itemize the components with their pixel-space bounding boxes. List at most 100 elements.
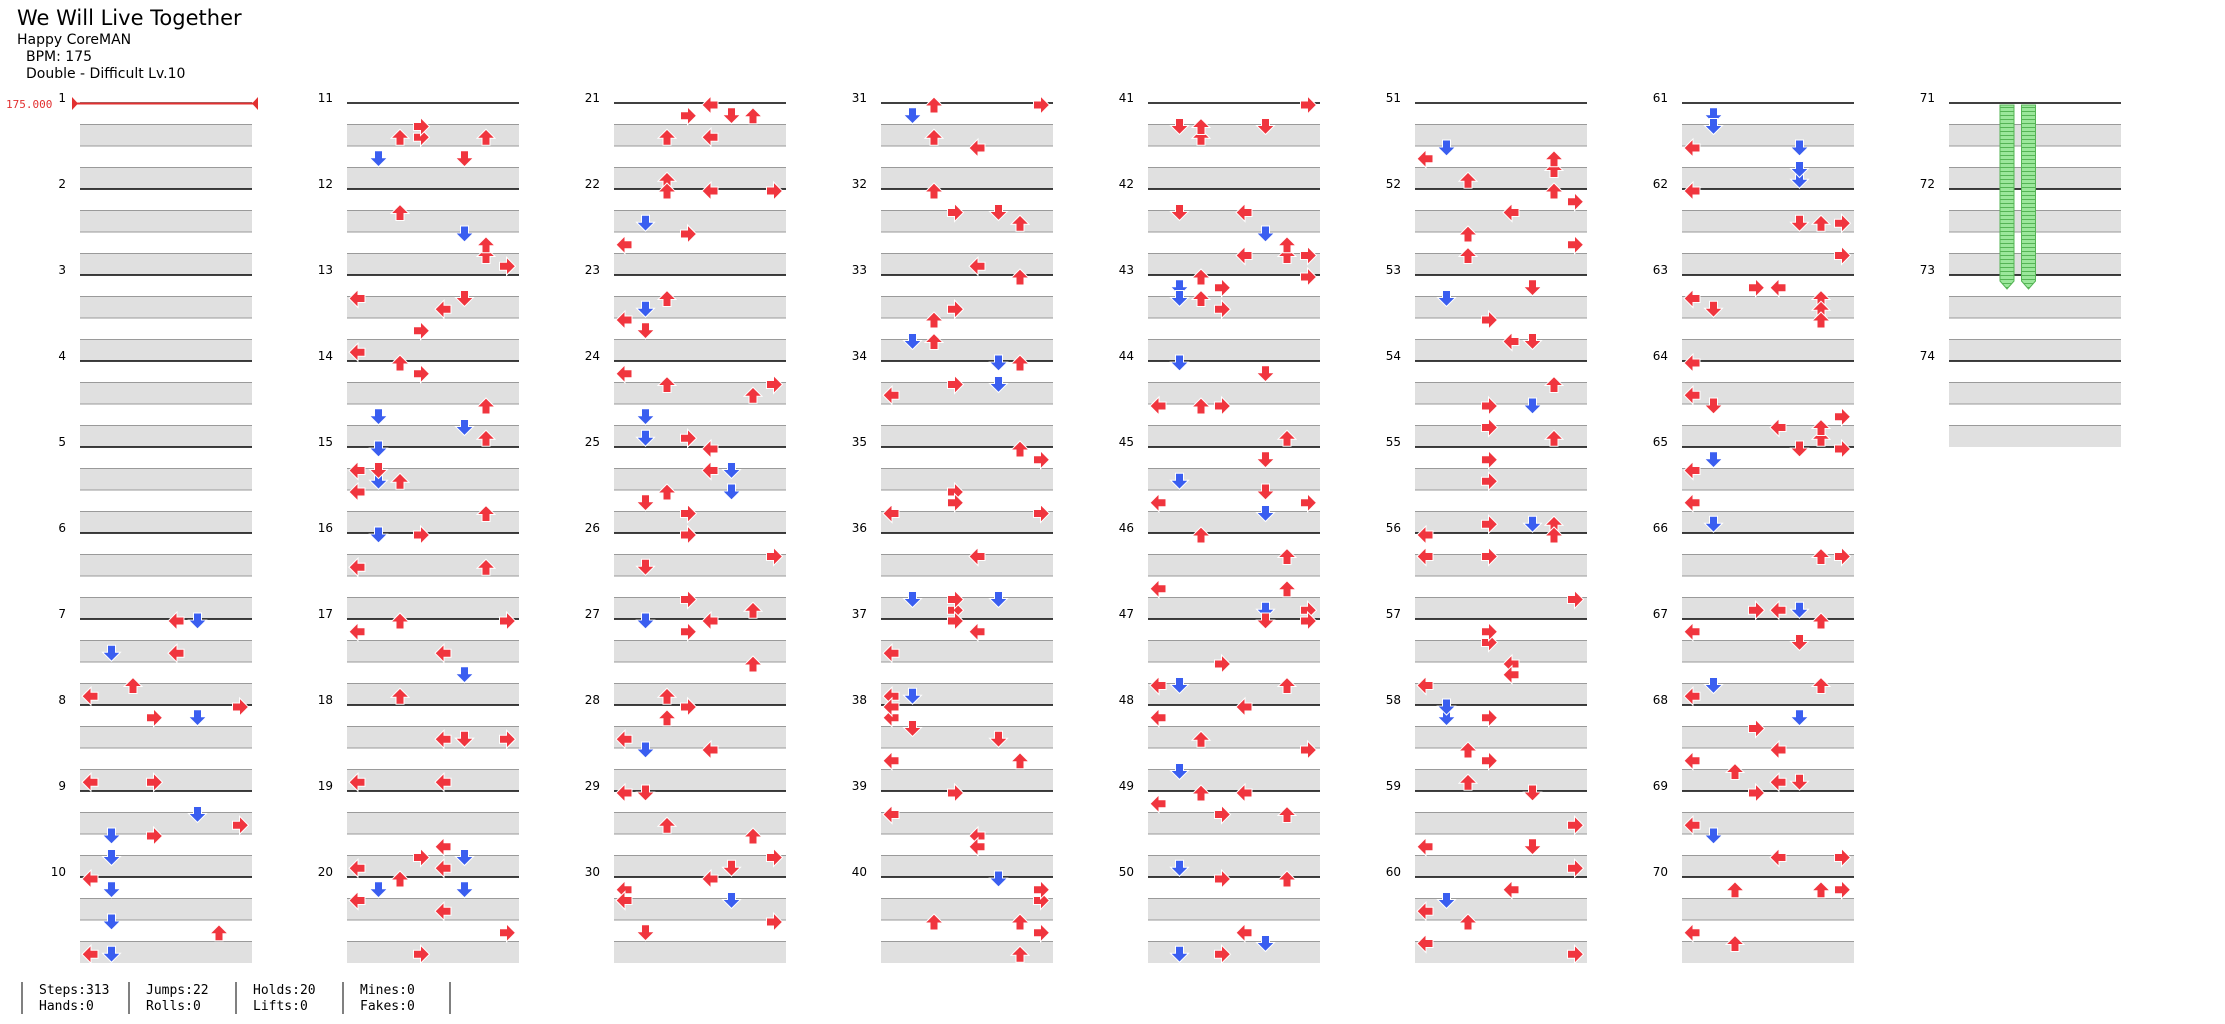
note-arrow xyxy=(101,913,122,931)
note-arrow xyxy=(680,696,698,718)
measure: 21 xyxy=(585,91,786,189)
measure: 20 xyxy=(318,865,519,963)
note-arrow xyxy=(368,462,389,480)
note-arrow xyxy=(615,309,633,331)
measure-number: 18 xyxy=(318,693,333,707)
note-arrow xyxy=(1214,299,1232,320)
note-arrow xyxy=(454,666,475,684)
note-arrow xyxy=(1481,707,1499,728)
note-arrow xyxy=(434,299,452,320)
note-arrow xyxy=(635,784,656,802)
note-arrow xyxy=(1703,677,1724,695)
note-arrow xyxy=(1214,944,1232,965)
note-arrow xyxy=(1748,277,1766,298)
measure: 53 xyxy=(1386,263,1587,361)
note-arrow xyxy=(475,429,497,447)
note-arrow xyxy=(1300,245,1318,266)
measure-number: 47 xyxy=(1119,607,1134,621)
note-arrow xyxy=(1416,546,1434,567)
note-arrow xyxy=(1683,385,1701,406)
note-arrow xyxy=(766,546,784,567)
stat-jumps: Jumps:22 xyxy=(146,983,209,998)
measure-number: 17 xyxy=(318,607,333,621)
measure: 69 xyxy=(1653,779,1854,877)
note-arrow xyxy=(635,924,656,942)
measure: 15 xyxy=(318,435,519,533)
note-arrow xyxy=(1481,309,1499,331)
note-arrow xyxy=(742,601,764,619)
measure: 28 xyxy=(585,693,786,791)
measure: 57 xyxy=(1386,607,1587,705)
measure: 1 xyxy=(58,91,252,189)
measure-number: 60 xyxy=(1386,865,1401,879)
measure: 25 xyxy=(585,435,786,533)
note-arrow xyxy=(656,128,678,146)
hold-note xyxy=(1999,104,2015,290)
note-arrow xyxy=(1789,634,1810,652)
measure: 65 xyxy=(1653,435,1854,533)
note-arrow xyxy=(1683,137,1701,159)
note-arrow xyxy=(1149,492,1167,513)
note-arrow xyxy=(1436,290,1457,308)
measure: 24 xyxy=(585,349,786,447)
note-arrow xyxy=(1276,805,1298,823)
note-arrow xyxy=(454,150,475,168)
measure-number: 33 xyxy=(852,263,867,277)
measure-number: 43 xyxy=(1119,263,1134,277)
note-arrow xyxy=(988,870,1009,888)
note-arrow xyxy=(1255,225,1276,243)
measure-number: 15 xyxy=(318,435,333,449)
note-arrow xyxy=(1724,934,1746,952)
note-arrow xyxy=(947,589,965,610)
note-arrow xyxy=(1834,406,1852,427)
note-arrow xyxy=(635,214,656,232)
stat-lifts: Lifts:0 xyxy=(253,999,308,1014)
note-arrow xyxy=(1703,827,1724,845)
measure: 63 xyxy=(1653,263,1854,361)
note-arrow xyxy=(1810,881,1832,899)
song-artist: Happy CoreMAN xyxy=(17,32,132,48)
note-arrow xyxy=(1481,471,1499,492)
note-arrow xyxy=(615,234,633,255)
note-arrow xyxy=(1457,225,1479,243)
measure: 62 xyxy=(1653,177,1854,275)
note-arrow xyxy=(81,944,99,965)
note-arrow xyxy=(101,849,122,867)
note-arrow xyxy=(348,481,366,503)
hold-note xyxy=(2021,104,2036,290)
measure-number: 56 xyxy=(1386,521,1401,535)
measure: 26 xyxy=(585,521,786,619)
measure-number: 69 xyxy=(1653,779,1668,793)
note-arrow xyxy=(232,696,250,718)
note-arrow xyxy=(454,881,475,899)
bpm-indicator: 175.000 xyxy=(6,97,258,111)
measure-number: 20 xyxy=(318,865,333,879)
note-arrow xyxy=(680,589,698,610)
note-arrow xyxy=(1683,621,1701,642)
note-arrow xyxy=(1502,879,1520,900)
note-arrow xyxy=(923,128,945,146)
note-arrow xyxy=(1683,922,1701,943)
note-arrow xyxy=(635,558,656,576)
note-arrow xyxy=(968,137,986,159)
measure-number: 19 xyxy=(318,779,333,793)
measure-number: 66 xyxy=(1653,521,1668,535)
measure-number: 6 xyxy=(58,521,66,535)
note-arrow xyxy=(1683,352,1701,374)
note-arrow xyxy=(1481,514,1499,535)
note-arrow xyxy=(1683,288,1701,309)
note-arrow xyxy=(1810,676,1832,694)
measure: 4 xyxy=(58,349,252,447)
note-arrow xyxy=(1834,847,1852,868)
note-arrow xyxy=(1567,815,1585,836)
note-arrow xyxy=(499,922,517,943)
note-arrow xyxy=(1810,214,1832,232)
measure-number: 65 xyxy=(1653,435,1668,449)
note-arrow xyxy=(1300,94,1318,116)
note-arrow xyxy=(389,870,411,888)
measure: 18 xyxy=(318,693,519,791)
note-arrow xyxy=(1416,524,1434,546)
note-arrow xyxy=(454,730,475,748)
note-arrow xyxy=(434,858,452,879)
note-arrow xyxy=(1543,526,1565,544)
